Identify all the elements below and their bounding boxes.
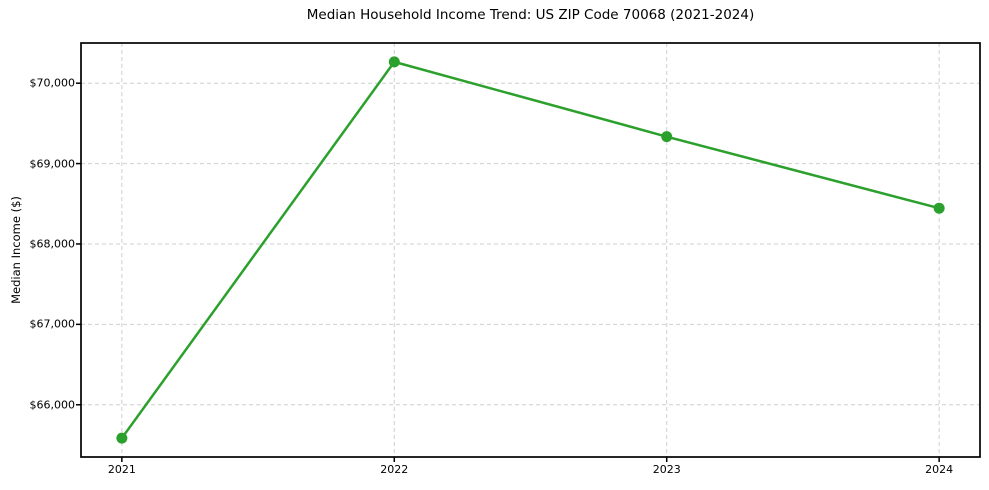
plot-area [76, 42, 981, 462]
data-point-2024 [933, 202, 945, 214]
x-tick-label: 2021 [107, 463, 136, 476]
axes-spines [80, 42, 981, 458]
y-tick-label: $70,000 [29, 76, 76, 90]
x-tick-label: 2022 [380, 463, 409, 476]
chart-title: Median Household Income Trend: US ZIP Co… [306, 7, 755, 23]
y-tick-label: $66,000 [29, 398, 76, 412]
trend-line [120, 60, 941, 440]
data-point-2021 [116, 432, 128, 444]
x-tick-label: 2023 [652, 463, 681, 476]
y-tick-label: $69,000 [29, 157, 76, 171]
data-point-2022 [388, 56, 400, 68]
y-tick-label: $68,000 [29, 237, 76, 251]
data-point-2023 [661, 131, 673, 143]
y-tick-label: $67,000 [29, 317, 76, 331]
x-tick-label: 2024 [925, 463, 954, 476]
